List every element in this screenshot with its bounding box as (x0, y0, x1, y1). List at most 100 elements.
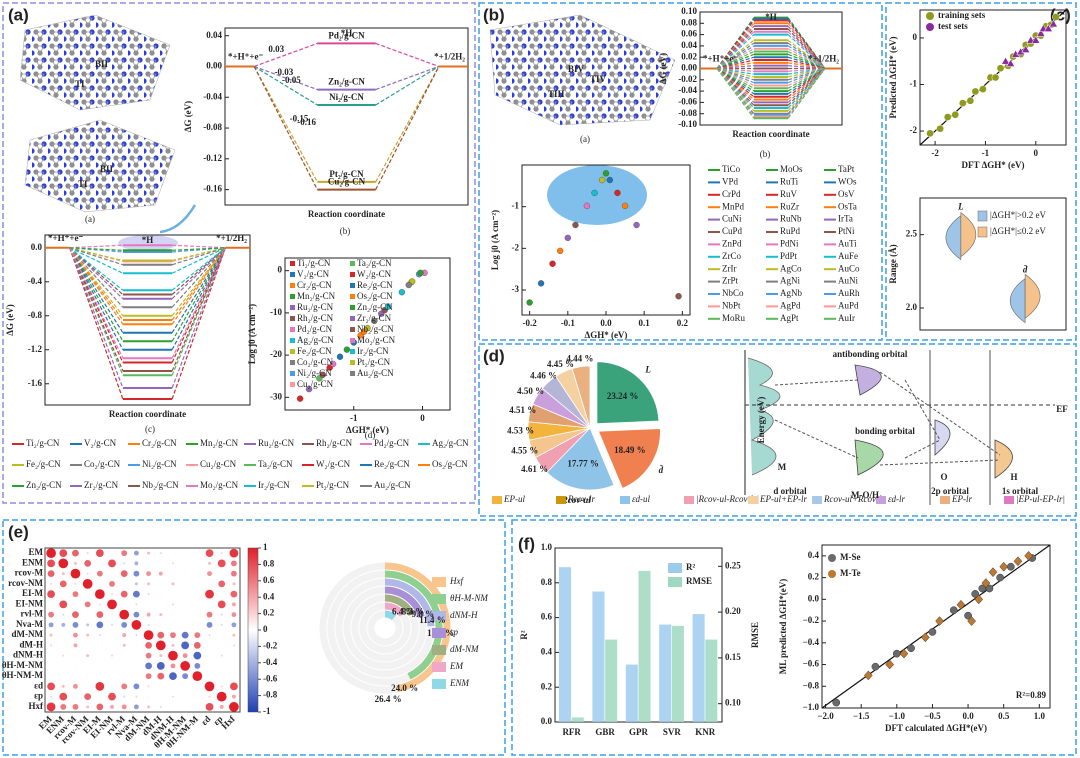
legend-label: Rcov-ul+Rcov-lr (823, 494, 886, 504)
y-tick-label: 0.02 (681, 51, 697, 61)
slice-label: 4.46 % (530, 370, 557, 380)
y-tick-label: -0.04 (203, 91, 222, 101)
arrow (159, 204, 197, 234)
ring-track (367, 610, 403, 646)
legend-swatch (828, 554, 836, 562)
legend-swatch (812, 496, 822, 504)
legend-label: RuZr (780, 201, 799, 211)
cell (231, 602, 236, 607)
cell (208, 634, 211, 637)
cell (182, 653, 188, 659)
panel-label: (d) (483, 346, 505, 365)
cell (148, 696, 150, 698)
schematic-label: 1s orbital (1002, 486, 1039, 496)
level-label: Ni₂/g-CN (329, 92, 364, 102)
point (885, 659, 895, 670)
y-axis-label: ΔG (eV) (658, 53, 668, 84)
panel-label: (a) (8, 5, 29, 24)
legend-label: NbCo (722, 288, 744, 298)
point (526, 299, 533, 306)
legend-swatch (290, 371, 295, 376)
cell (47, 570, 55, 578)
cell (231, 622, 237, 628)
y-tick-label: 0.0 (31, 242, 43, 252)
cell (99, 644, 101, 646)
point (572, 221, 579, 229)
legend-swatch (977, 210, 988, 222)
legend-label: V₂/g-CN (84, 438, 117, 448)
x-tick-label: 0.0 (600, 318, 612, 328)
legend-label: CrPd (722, 189, 741, 199)
cell (145, 652, 152, 659)
level-label: Pt₂/g-CN (329, 169, 364, 179)
atom-label: TI (75, 79, 85, 89)
cell (220, 685, 223, 688)
cell (74, 665, 76, 667)
plot-frame (44, 234, 251, 406)
row-label: EI-M (22, 588, 44, 598)
y-tick-label: -20 (270, 349, 282, 359)
cell (111, 552, 113, 554)
y-tick-label: -0.4 (28, 276, 43, 286)
atom-label: BIV (568, 64, 585, 74)
x-tick-label: 0 (420, 413, 425, 423)
connector (69, 247, 226, 400)
legend-label: Ta₂/g-CN (357, 258, 392, 268)
row-label: rcov-NM (8, 578, 43, 588)
cell (59, 692, 68, 701)
slice-label: 4.55 % (511, 446, 538, 456)
legend-swatch (290, 305, 295, 310)
cell (122, 643, 126, 647)
slice-label: 4.61 % (521, 464, 548, 474)
cell (58, 558, 69, 569)
x-axis-label: DFT calculated ΔGH*(eV) (885, 723, 987, 733)
x-tick-label: −2.0 (817, 711, 834, 721)
slice-label: 4.45 % (547, 359, 574, 369)
x-tick-label: SVR (663, 727, 682, 737)
y-tick-label: 0.10 (681, 6, 697, 16)
legend-label: Mn₂/g-CN (297, 291, 336, 301)
point (1013, 556, 1023, 567)
x-axis-label: ΔGH* (eV) (346, 425, 389, 435)
y-tick-label: -2 (512, 242, 520, 252)
y-tick-label: 0.04 (681, 40, 697, 50)
legend-label: AuNi (838, 276, 858, 286)
legend-swatch (556, 496, 566, 504)
cell (160, 685, 162, 687)
legend-label: Pt₂/g-CN (357, 357, 391, 367)
cell (135, 695, 138, 698)
legend-label: Re₂/g-CN (357, 280, 393, 290)
cell (47, 559, 55, 568)
legend-label: Mn₂/g-CN (200, 438, 239, 448)
legend-label: AgCo (780, 263, 802, 273)
slice-label: 4.44 % (566, 353, 593, 363)
cell (121, 683, 128, 690)
connector (716, 68, 826, 117)
legend-swatch (432, 662, 446, 672)
point (1036, 28, 1046, 37)
schematic-label: Energy (eV) (756, 397, 766, 444)
y-tick-label: -30 (270, 391, 282, 401)
y-tick-label: −0.6 (803, 659, 820, 669)
legend-label: Pt₂/g-CN (316, 480, 350, 490)
ring-arc (384, 586, 425, 619)
molecules (19, 14, 676, 251)
atom-label: BII (100, 164, 114, 174)
legend-label: Rh₂/g-CN (297, 313, 334, 323)
point (384, 303, 392, 310)
state-label: *H (142, 235, 154, 245)
cell (121, 704, 127, 710)
point (1048, 19, 1058, 28)
cell (109, 580, 115, 587)
cell (62, 613, 65, 616)
o-2p-dos (934, 419, 951, 456)
legend-label: Re₂/g-CN (374, 459, 410, 469)
cell (59, 549, 68, 558)
cell (194, 662, 201, 669)
legend-label: Cr₂/g-CN (297, 280, 332, 290)
legend-label: Pd₂/g-CN (297, 324, 333, 334)
x-tick-label: −1.0 (889, 711, 906, 721)
point (892, 649, 901, 658)
point (1001, 56, 1011, 65)
